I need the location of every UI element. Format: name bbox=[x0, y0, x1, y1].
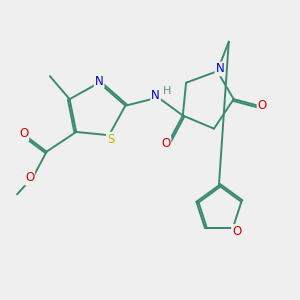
Text: N: N bbox=[95, 75, 103, 88]
Text: O: O bbox=[25, 171, 34, 184]
Text: O: O bbox=[258, 99, 267, 112]
Text: N: N bbox=[151, 89, 160, 102]
Text: H: H bbox=[163, 86, 172, 96]
Text: O: O bbox=[19, 127, 28, 140]
Text: O: O bbox=[232, 225, 242, 238]
Text: N: N bbox=[215, 62, 224, 75]
Text: O: O bbox=[161, 137, 170, 150]
Text: S: S bbox=[107, 133, 114, 146]
